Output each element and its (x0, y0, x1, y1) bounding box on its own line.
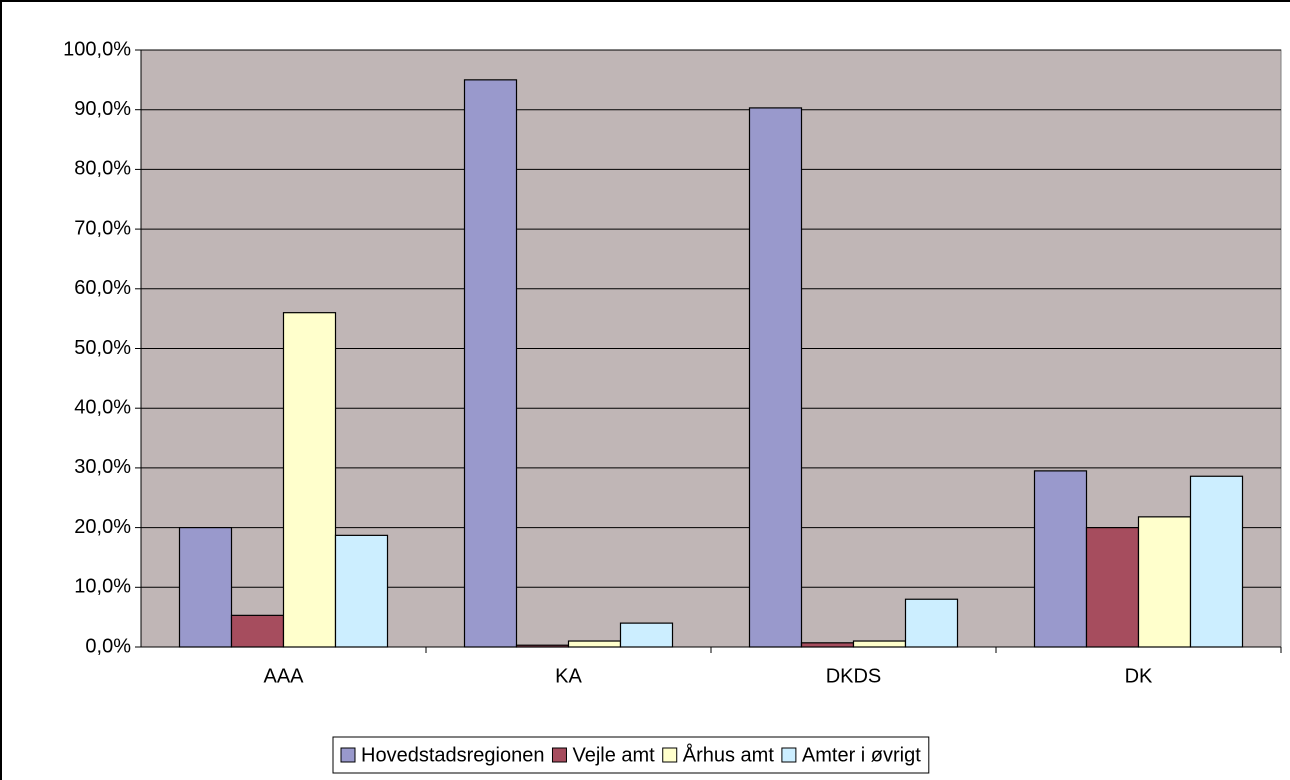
bar (178, 526, 233, 648)
y-tick-label: 20,0% (74, 516, 131, 538)
legend-label: Hovedstadsregionen (361, 744, 544, 766)
bar (334, 534, 389, 648)
bar (1085, 526, 1140, 648)
y-tick-label: 10,0% (74, 576, 131, 598)
legend (332, 736, 930, 774)
x-tick-label: DK (1125, 665, 1153, 687)
bar (515, 644, 570, 648)
legend-swatch (551, 747, 567, 763)
legend-label: Vejle amt (572, 744, 655, 766)
bar (230, 614, 285, 648)
y-tick-label: 60,0% (74, 277, 131, 299)
bar (904, 598, 959, 648)
y-tick-label: 100,0% (63, 38, 131, 60)
y-tick-label: 30,0% (74, 456, 131, 478)
legend-swatch (662, 747, 678, 763)
bar (282, 312, 337, 648)
x-tick-label: KA (555, 665, 582, 687)
y-tick-label: 90,0% (74, 98, 131, 120)
bar (463, 79, 518, 648)
bar (1137, 516, 1192, 648)
bar (1189, 475, 1244, 648)
bar (800, 642, 855, 648)
y-tick-label: 0,0% (85, 635, 131, 657)
bar (852, 640, 907, 648)
y-tick-label: 80,0% (74, 158, 131, 180)
y-tick-label: 50,0% (74, 337, 131, 359)
x-tick-label: DKDS (826, 665, 882, 687)
bar (1033, 470, 1088, 648)
legend-label: Århus amt (683, 743, 775, 766)
legend-swatch (781, 747, 797, 763)
x-tick-label: AAA (263, 665, 304, 687)
bar (748, 107, 803, 648)
legend-swatch (340, 747, 356, 763)
y-tick-label: 70,0% (74, 217, 131, 239)
y-tick-label: 40,0% (74, 396, 131, 418)
bar (567, 640, 622, 648)
legend-label: Amter i øvrigt (802, 744, 921, 766)
bar (619, 622, 674, 648)
